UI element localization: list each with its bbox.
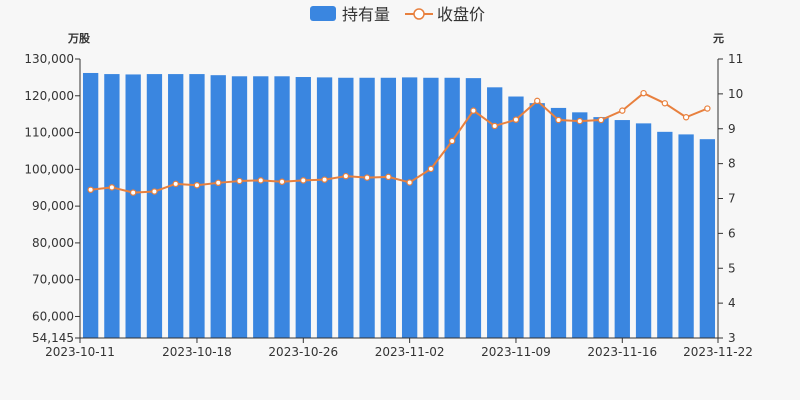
price-point (300, 177, 307, 184)
price-point (704, 105, 711, 112)
bar (168, 74, 184, 338)
legend: 持有量 收盘价 (310, 5, 485, 24)
left-tick-label: 80,000 (32, 236, 74, 250)
bar (82, 72, 99, 338)
bar (231, 76, 248, 338)
price-point (385, 173, 392, 181)
bar (104, 74, 120, 338)
bar (699, 139, 716, 338)
price-point (491, 122, 498, 130)
x-tick-label: 2023-10-18 (162, 345, 232, 359)
right-tick-label: 11 (728, 52, 743, 66)
price-point (470, 107, 477, 114)
left-tick-label: 100,000 (24, 162, 74, 176)
price-point (342, 172, 350, 180)
bar (678, 134, 694, 338)
x-tick-label: 2023-10-11 (45, 345, 115, 359)
legend-label-price: 收盘价 (437, 5, 485, 24)
price-point (555, 116, 562, 124)
bar (210, 75, 226, 339)
price-point (129, 189, 137, 196)
right-tick-label: 7 (728, 192, 736, 206)
x-tick-label: 2023-11-22 (683, 345, 753, 359)
price-point (406, 179, 413, 186)
price-point (87, 186, 94, 193)
right-axis-unit: 元 (713, 32, 724, 45)
price-point (108, 184, 116, 191)
bar (146, 74, 163, 338)
price-point (321, 176, 328, 183)
price-point (682, 114, 690, 121)
legend-marker-price (413, 8, 425, 20)
bar (550, 107, 567, 338)
price-line (90, 92, 708, 194)
price-point (640, 89, 647, 97)
axes: 54,145 60,000 70,000 80,000 90,000 100,000 110… (24, 52, 753, 359)
bar (635, 123, 652, 339)
bar (572, 112, 588, 338)
bar (529, 103, 545, 338)
bar (359, 77, 375, 338)
price-point (512, 116, 520, 123)
x-tick-label: 2023-11-09 (481, 345, 551, 359)
bar (316, 77, 333, 338)
bar (487, 87, 503, 338)
right-tick-label: 3 (728, 331, 736, 345)
price-point (236, 177, 243, 185)
price-point (576, 117, 583, 125)
bar (657, 131, 673, 338)
price-point (534, 97, 541, 105)
left-tick-label: 110,000 (24, 126, 74, 140)
line-series-price (87, 89, 711, 196)
legend-swatch-holdings (310, 6, 336, 21)
bar (189, 74, 205, 338)
price-point (151, 188, 158, 195)
left-tick-label: 120,000 (24, 89, 74, 103)
right-tick-label: 6 (728, 226, 736, 240)
price-point (257, 177, 264, 184)
price-point (172, 180, 179, 188)
left-tick-label: 90,000 (32, 199, 74, 213)
price-point (193, 182, 201, 189)
bar (125, 74, 141, 338)
bar (508, 96, 524, 339)
right-tick-label: 5 (728, 261, 736, 275)
legend-label-holdings: 持有量 (342, 5, 390, 24)
bar (253, 76, 269, 338)
right-tick-label: 8 (728, 157, 736, 171)
bar (338, 77, 354, 338)
bar (465, 78, 482, 338)
left-axis-unit: 万股 (67, 32, 91, 45)
left-tick-label: 54,145 (32, 331, 74, 345)
price-point (363, 174, 371, 181)
bar (274, 76, 290, 338)
bar (444, 77, 460, 338)
price-point (278, 178, 286, 185)
x-tick-label: 2023-10-26 (268, 345, 338, 359)
bar (423, 77, 439, 338)
price-point (215, 179, 222, 187)
bar (401, 77, 418, 338)
bar (614, 120, 630, 338)
price-point (427, 165, 435, 173)
bar (380, 77, 397, 338)
price-point (448, 137, 456, 145)
bar-series-holdings (82, 72, 716, 339)
x-tick-label: 2023-11-02 (375, 345, 445, 359)
left-tick-label: 70,000 (32, 273, 74, 287)
bar (593, 117, 609, 338)
left-tick-label: 130,000 (24, 52, 74, 66)
price-point (597, 116, 605, 124)
price-point (619, 107, 626, 114)
right-tick-label: 10 (728, 87, 743, 101)
right-tick-label: 9 (728, 122, 736, 136)
bar (295, 77, 311, 339)
right-tick-label: 4 (728, 296, 736, 310)
price-point (661, 100, 669, 107)
x-tick-label: 2023-11-16 (587, 345, 657, 359)
left-tick-label: 60,000 (32, 309, 74, 323)
